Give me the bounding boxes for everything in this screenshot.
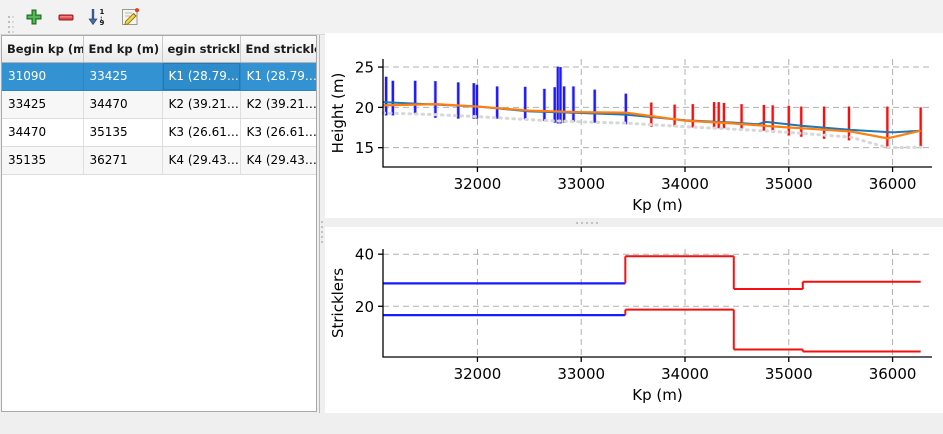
table-row[interactable]: 35135 36271 K4 (29.43… K4 (29.43… (2, 146, 316, 175)
strickler-chart-panel[interactable]: 20 40 32000 33000 34000 35000 36000 Kp (m) Stric… (325, 227, 943, 413)
height-chart: 15 20 25 32000 33000 34000 35000 36000 Kp (m) Hei… (329, 59, 932, 214)
cell-begin-kp[interactable]: 34470 (2, 118, 84, 147)
splitter-line (319, 35, 320, 434)
column-header-end-strickler[interactable]: End strickler (240, 36, 316, 63)
strickler-table: Begin kp (m) End kp (m) egin strickle En… (2, 36, 316, 175)
table-body: 31090 33425 K1 (28.79… K1 (28.79… 33425 34470… (2, 62, 316, 175)
remove-row-button[interactable] (50, 1, 82, 33)
splitter-grip-icon (321, 221, 323, 247)
plus-green-icon (26, 9, 42, 25)
add-row-button[interactable] (18, 1, 50, 33)
height-chart-axes (378, 59, 932, 172)
drag-handle-icon[interactable] (3, 4, 14, 30)
y-tick-label: 15 (355, 139, 374, 157)
strickler-table-scroll[interactable]: Begin kp (m) End kp (m) egin strickle En… (1, 35, 317, 412)
svg-text:1: 1 (100, 8, 105, 16)
cell-end-strickler[interactable]: K4 (29.43… (240, 146, 316, 175)
x-tick-label: 35000 (765, 175, 813, 193)
cell-end-strickler[interactable]: K3 (26.61… (240, 118, 316, 147)
table-row[interactable]: 34470 35135 K3 (26.61… K3 (26.61… (2, 118, 316, 147)
strickler-chart-data (383, 255, 921, 353)
y-tick-label: 40 (355, 246, 374, 264)
note-pencil-icon (122, 8, 140, 26)
cell-end-strickler[interactable]: K1 (28.79… (240, 62, 316, 91)
strickler-chart-gridlines (383, 249, 932, 357)
x-tick-label: 36000 (869, 175, 917, 193)
x-tick-label: 34000 (661, 175, 709, 193)
cell-end-kp[interactable]: 36271 (83, 146, 163, 175)
cell-begin-kp[interactable]: 31090 (2, 62, 84, 91)
x-tick-label: 34000 (661, 365, 709, 383)
x-tick-label: 33000 (557, 365, 605, 383)
x-tick-label: 32000 (454, 175, 502, 193)
height-chart-labels: 15 20 25 32000 33000 34000 35000 36000 Kp (m) Hei… (329, 59, 916, 214)
table-row[interactable]: 33425 34470 K2 (39.21… K2 (39.21… (2, 90, 316, 119)
table-row[interactable]: 31090 33425 K1 (28.79… K1 (28.79… (2, 62, 316, 91)
height-chart-panel[interactable]: 15 20 25 32000 33000 34000 35000 36000 Kp (m) Hei… (325, 33, 943, 219)
cell-end-kp[interactable]: 34470 (83, 90, 163, 119)
x-axis-label: Kp (m) (632, 386, 682, 404)
svg-text:9: 9 (100, 19, 105, 27)
cell-end-kp[interactable]: 35135 (83, 118, 163, 147)
sort-descending-button[interactable]: 1 9 (82, 1, 114, 33)
cell-begin-strickler[interactable]: K3 (26.61… (162, 118, 241, 147)
x-tick-label: 36000 (869, 365, 917, 383)
sort-down-1-9-icon: 1 9 (88, 8, 105, 27)
y-tick-label: 20 (355, 99, 374, 117)
y-tick-label: 20 (355, 298, 374, 316)
y-axis-label: Height (m) (329, 73, 347, 154)
y-axis-label: Stricklers (329, 268, 347, 338)
cell-begin-strickler[interactable]: K1 (28.79… (162, 62, 241, 91)
window-background-strip (0, 413, 943, 434)
cell-begin-kp[interactable]: 35135 (2, 146, 84, 175)
cell-begin-kp[interactable]: 33425 (2, 90, 84, 119)
cell-end-kp[interactable]: 33425 (83, 62, 163, 91)
table-panel: Begin kp (m) End kp (m) egin strickle En… (0, 35, 319, 413)
toolbar: 1 9 (0, 0, 943, 35)
vertical-splitter[interactable] (319, 35, 325, 434)
horizontal-splitter[interactable] (325, 218, 943, 227)
column-header-begin-strickler[interactable]: egin strickle (162, 36, 241, 63)
cell-begin-strickler[interactable]: K2 (39.21… (162, 90, 241, 119)
cell-end-strickler[interactable]: K2 (39.21… (240, 90, 316, 119)
x-tick-label: 32000 (454, 365, 502, 383)
table-header-row: Begin kp (m) End kp (m) egin strickle En… (2, 36, 316, 63)
height-chart-data (381, 66, 923, 150)
y-tick-label: 25 (355, 59, 374, 77)
splitter-grip-icon (576, 222, 602, 224)
cell-begin-strickler[interactable]: K4 (29.43… (162, 146, 241, 175)
edit-note-button[interactable] (114, 1, 146, 33)
strickler-chart-labels: 20 40 32000 33000 34000 35000 36000 Kp (m) Stric… (329, 246, 916, 404)
column-header-end-kp[interactable]: End kp (m) (83, 36, 163, 63)
minus-red-icon (58, 14, 74, 21)
strickler-chart-axes (378, 249, 932, 362)
x-axis-label: Kp (m) (632, 196, 682, 214)
strickler-chart: 20 40 32000 33000 34000 35000 36000 Kp (m) Stric… (329, 246, 932, 404)
x-tick-label: 33000 (557, 175, 605, 193)
x-tick-label: 35000 (765, 365, 813, 383)
column-header-begin-kp[interactable]: Begin kp (m) (2, 36, 84, 63)
